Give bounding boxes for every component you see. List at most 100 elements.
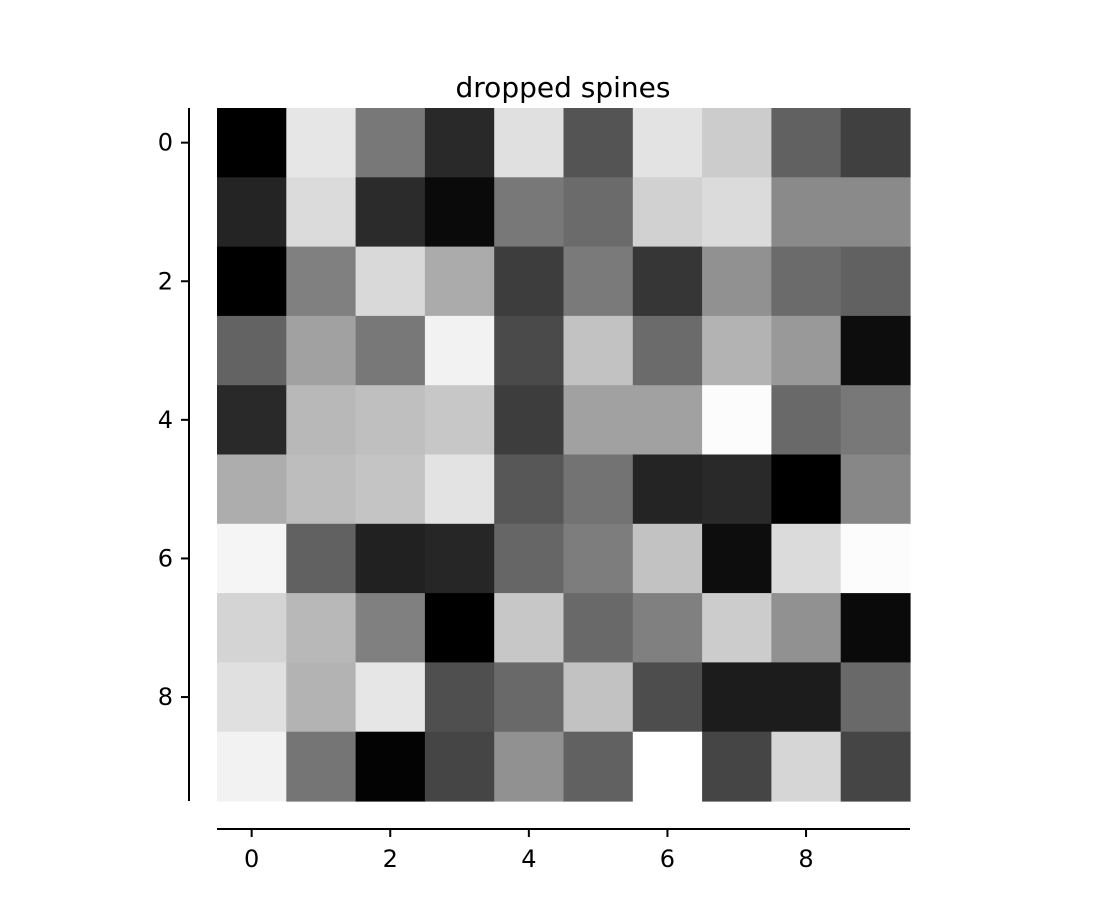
heatmap-cell	[563, 108, 634, 178]
heatmap-cell	[632, 246, 703, 317]
y-tick-label: 2	[158, 267, 173, 295]
heatmap-cell	[771, 523, 842, 594]
heatmap-cell	[217, 523, 287, 594]
heatmap-cell	[563, 385, 634, 456]
heatmap-cell	[494, 523, 565, 594]
heatmap-cell	[563, 246, 634, 317]
x-tick-label: 0	[244, 845, 259, 873]
heatmap-cell	[840, 593, 911, 663]
heatmap-cell	[840, 731, 911, 802]
heatmap-cell	[771, 315, 842, 386]
chart-title: dropped spines	[456, 71, 671, 104]
heatmap-cell	[494, 177, 565, 248]
heatmap-cell	[702, 662, 772, 733]
heatmap-cell	[424, 662, 495, 733]
x-tick-label: 4	[521, 845, 536, 873]
heatmap-cell	[702, 246, 772, 317]
heatmap-cell	[355, 385, 426, 456]
heatmap-cell	[494, 108, 565, 178]
heatmap-cell	[424, 108, 495, 178]
heatmap-cell	[702, 523, 772, 594]
heatmap-cell	[702, 593, 772, 663]
x-axis-ticks: 0 2 4 6 8	[244, 829, 814, 873]
heatmap-cell	[494, 662, 565, 733]
heatmap-cell	[286, 454, 357, 525]
heatmap-cell	[355, 108, 426, 178]
heatmap-cell	[702, 315, 772, 386]
heatmap-cell	[840, 662, 911, 733]
heatmap-cell	[217, 454, 287, 525]
heatmap-cell	[217, 246, 287, 317]
heatmap-cell	[494, 385, 565, 456]
heatmap-cell	[771, 731, 842, 802]
heatmap-cell	[702, 385, 772, 456]
heatmap-cell	[217, 177, 287, 248]
heatmap-cell	[286, 315, 357, 386]
heatmap-cell	[217, 731, 287, 802]
heatmap-cell	[840, 246, 911, 317]
heatmap-cell	[494, 454, 565, 525]
heatmap-cell	[424, 454, 495, 525]
heatmap-cell	[632, 593, 703, 663]
heatmap-cell	[217, 108, 287, 178]
heatmap-cell	[771, 662, 842, 733]
heatmap-cell	[563, 731, 634, 802]
heatmap-cell	[840, 315, 911, 386]
heatmap-cell	[771, 108, 842, 178]
heatmap-cell	[632, 108, 703, 178]
heatmap-cell	[286, 108, 357, 178]
heatmap-cell	[840, 385, 911, 456]
heatmap-cell	[217, 593, 287, 663]
heatmap-cell	[494, 731, 565, 802]
heatmap-cell	[217, 662, 287, 733]
heatmap-cell	[771, 246, 842, 317]
heatmap-cell	[632, 454, 703, 525]
heatmap-cell	[217, 315, 287, 386]
y-tick-label: 0	[158, 129, 173, 157]
heatmap-cell	[632, 662, 703, 733]
heatmap-cell	[840, 454, 911, 525]
heatmap-cell	[563, 315, 634, 386]
y-tick-label: 4	[158, 406, 173, 434]
heatmap-cell	[355, 454, 426, 525]
heatmap-cell	[286, 177, 357, 248]
heatmap-cell	[355, 315, 426, 386]
heatmap-cell	[771, 454, 842, 525]
heatmap-cell	[771, 177, 842, 248]
x-tick-label: 6	[660, 845, 675, 873]
heatmap-cell	[355, 593, 426, 663]
heatmap-cell	[702, 108, 772, 178]
heatmap-cell	[286, 593, 357, 663]
heatmap-cell	[424, 315, 495, 386]
heatmap-cell	[563, 177, 634, 248]
heatmap-cell	[355, 177, 426, 248]
heatmap-cell	[840, 523, 911, 594]
y-tick-label: 6	[158, 544, 173, 572]
heatmap-cell	[286, 731, 357, 802]
x-tick-label: 2	[383, 845, 398, 873]
heatmap-cell	[702, 731, 772, 802]
heatmap-cell	[217, 385, 287, 456]
heatmap-cell	[771, 593, 842, 663]
heatmap-cell	[355, 523, 426, 594]
heatmap-cell	[563, 662, 634, 733]
y-axis-ticks: 0 2 4 6 8	[158, 129, 189, 711]
heatmap-cell	[355, 731, 426, 802]
heatmap-cell	[424, 523, 495, 594]
heatmap-cell	[424, 385, 495, 456]
heatmap-cell	[771, 385, 842, 456]
heatmap-cell	[286, 662, 357, 733]
heatmap-cell	[840, 177, 911, 248]
heatmap-cell	[424, 731, 495, 802]
heatmap-cell	[702, 454, 772, 525]
heatmap-cell	[424, 246, 495, 317]
heatmap-cells	[217, 108, 911, 802]
x-tick-label: 8	[798, 845, 813, 873]
heatmap-cell	[494, 593, 565, 663]
heatmap-cell	[632, 385, 703, 456]
heatmap-cell	[563, 454, 634, 525]
heatmap-cell	[702, 177, 772, 248]
heatmap-cell	[632, 523, 703, 594]
heatmap-cell	[632, 731, 703, 802]
